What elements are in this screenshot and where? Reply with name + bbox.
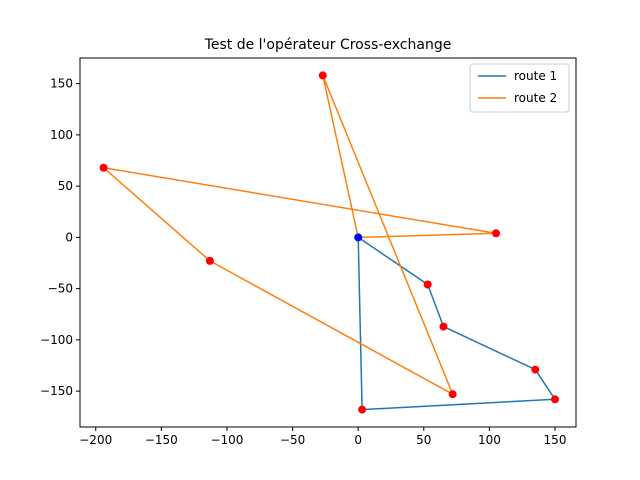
x-tick-label: 0: [354, 433, 362, 447]
customer-point-6: [492, 229, 500, 238]
x-axis: −200 −150 −100 −50 0 50 100 150: [79, 427, 566, 447]
y-tick-label: 150: [50, 77, 73, 91]
y-tick-label: −100: [40, 333, 73, 347]
customer-point-10: [318, 71, 327, 80]
y-tick-label: 0: [65, 230, 73, 244]
legend-label-route-1: route 1: [514, 69, 557, 83]
x-tick-label: 100: [478, 433, 501, 447]
x-tick-label: 50: [416, 433, 431, 447]
x-tick-label: 150: [544, 433, 567, 447]
axes-frame: [79, 57, 577, 428]
x-tick-label: −100: [210, 433, 243, 447]
customer-point-8: [205, 256, 214, 265]
y-tick-label: 100: [50, 128, 73, 142]
y-tick-label: 50: [58, 179, 73, 193]
customer-point-1: [423, 280, 432, 289]
customer-point-3: [531, 365, 540, 374]
customer-point-7: [99, 163, 108, 172]
customer-point-9: [448, 390, 457, 399]
legend-label-route-2: route 2: [514, 91, 557, 105]
customer-point-2: [439, 322, 448, 331]
x-tick-label: −150: [145, 433, 178, 447]
chart-title: Test de l'opérateur Cross-exchange: [204, 37, 452, 53]
customer-point-4: [551, 395, 559, 404]
y-axis: −150 −100 −50 0 50 100 150: [40, 77, 80, 398]
legend: route 1 route 2: [469, 63, 570, 113]
customer-point-5: [358, 405, 367, 414]
plot-area: [99, 71, 559, 414]
depot-point: [354, 233, 363, 242]
x-tick-label: −50: [280, 433, 305, 447]
y-tick-label: −50: [48, 282, 73, 296]
x-tick-label: −200: [79, 433, 112, 447]
y-tick-label: −150: [40, 384, 73, 398]
